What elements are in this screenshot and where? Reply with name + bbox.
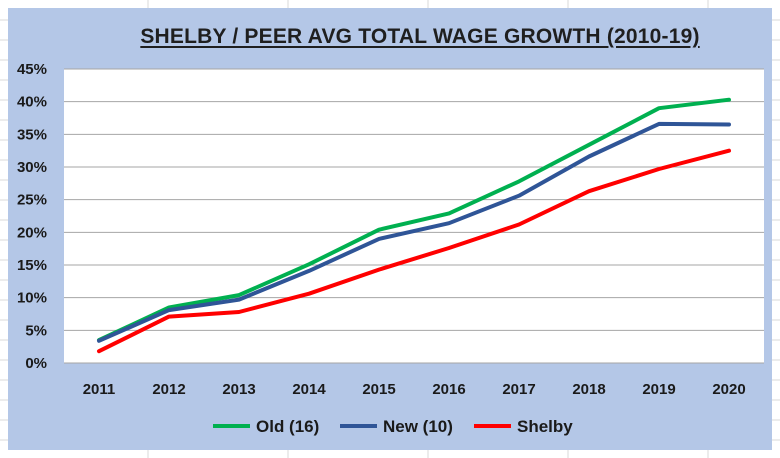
x-tick-label: 2018 [572,381,605,398]
series-line-1 [97,97,731,343]
x-tick-label: 2016 [432,381,465,398]
series-line-2 [97,121,731,343]
y-tick-label: 30% [17,159,47,176]
y-tick-label: 45% [17,61,47,78]
x-tick-label: 2017 [502,381,535,398]
plot-area: 0% 5% 10% 15% 20% 25% 30% 35% 40% 45% 2011 2012 2013… [17,61,764,436]
plot-background [64,69,764,363]
legend-label-2: New (10) [383,417,453,436]
x-tick-label: 2011 [83,381,116,398]
x-tick-label: 2015 [362,381,395,398]
x-tick-label: 2012 [152,381,185,398]
y-tick-label: 25% [17,192,47,209]
y-tick-label: 20% [17,224,47,241]
y-tick-label: 5% [25,322,47,339]
x-tick-label: 2013 [222,381,255,398]
chart-area[interactable]: SHELBY / PEER AVG TOTAL WAGE GROWTH (201… [8,8,772,450]
y-tick-label: 15% [17,257,47,274]
legend-label-3: Shelby [517,417,573,436]
y-tick-label: 0% [25,355,47,372]
chart-title: SHELBY / PEER AVG TOTAL WAGE GROWTH (201… [140,25,700,48]
legend-label-1: Old (16) [256,417,319,436]
x-tick-label: 2014 [292,381,326,398]
y-tick-label: 40% [17,94,47,111]
x-tick-label: 2020 [712,381,745,398]
series-line-3 [97,148,731,354]
x-tick-label: 2019 [642,381,675,398]
y-tick-label: 35% [17,126,47,143]
y-tick-label: 10% [17,290,47,307]
